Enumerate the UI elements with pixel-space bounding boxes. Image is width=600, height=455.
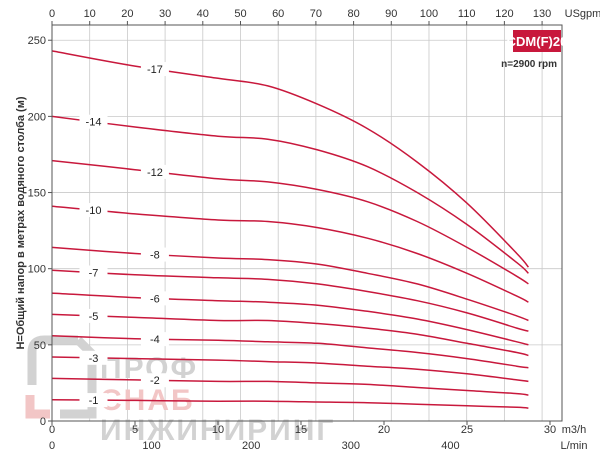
curve-stage-17	[51, 50, 529, 268]
top-tick-label-11: 110	[458, 8, 476, 20]
curve-label-6: -6	[150, 293, 160, 305]
watermark-logo-icon	[25, 335, 97, 419]
curve-stage-10	[51, 205, 529, 303]
lmin-tick-label-2: 200	[242, 440, 260, 452]
top-tick-label-6: 60	[272, 8, 284, 20]
lmin-tick-label-1: 100	[142, 440, 160, 452]
m3h-tick-label-5: 25	[461, 424, 473, 436]
curve-label-2: -12	[147, 167, 163, 179]
top-tick-label-8: 80	[347, 8, 359, 20]
curve-label-bg-1	[79, 114, 108, 129]
grid-lines	[52, 25, 562, 422]
curve-label-bg-6	[140, 291, 169, 306]
curve-label-8: -4	[150, 334, 160, 346]
lmin-tick-label-0: 0	[49, 440, 55, 452]
top-tick-label-5: 50	[234, 8, 246, 20]
m3h-tick-label-2: 10	[212, 424, 224, 436]
curve-stage-14	[51, 115, 529, 274]
curve-stage-3	[51, 356, 529, 383]
speed-label: n=2900 rpm	[501, 59, 557, 70]
curve-label-4: -8	[150, 250, 160, 262]
curve-label-bg-3	[79, 203, 108, 218]
curve-label-bg-10	[140, 373, 169, 388]
y-tick-label-3: 150	[28, 188, 46, 200]
model-badge: CDM(F)20	[507, 30, 568, 52]
curve-stage-5	[51, 313, 529, 357]
m3h-tick-label-1: 5	[132, 424, 138, 436]
curve-label-9: -3	[89, 353, 99, 365]
curve-stage-7	[51, 269, 529, 332]
curve-label-0: -17	[147, 64, 163, 76]
curve-label-bg-5	[79, 265, 108, 280]
y-axis-label: H=Общий напор в метрах водяного столба (…	[15, 96, 27, 349]
curve-stage-1	[51, 398, 529, 409]
top-tick-label-2: 20	[121, 8, 133, 20]
curve-label-10: -2	[150, 375, 160, 387]
m3h-tick-label-3: 15	[295, 424, 307, 436]
watermark: ПРОФ СНАБ ИНЖИНИРИНГ	[25, 335, 335, 447]
curve-label-3: -10	[86, 205, 102, 217]
top-tick-label-1: 10	[84, 8, 96, 20]
curve-label-bg-4	[140, 247, 169, 262]
top-tick-label-13: 130	[533, 8, 551, 20]
y-tick-label-0: 0	[40, 416, 46, 428]
plot-frame	[51, 24, 563, 422]
curves-layer: -17 -14 -12 -10 -8 -7 -6 -5 -4 -3 -2 -1	[51, 50, 529, 409]
y-tick-label-4: 200	[28, 111, 46, 123]
top-tick-label-3: 30	[159, 8, 171, 20]
top-tick-label-12: 120	[495, 8, 513, 20]
m3h-tick-label-0: 0	[49, 424, 55, 436]
top-unit-label: USgpm	[565, 8, 600, 20]
m3h-unit-label: m3/h	[562, 424, 586, 436]
curve-label-bg-2	[140, 164, 169, 179]
top-tick-label-4: 40	[197, 8, 209, 20]
y-tick-label-1: 50	[34, 340, 46, 352]
top-tick-label-7: 70	[310, 8, 322, 20]
lmin-tick-label-3: 300	[342, 440, 360, 452]
model-label: CDM(F)20	[507, 34, 568, 49]
top-tick-label-0: 0	[49, 8, 55, 20]
curve-label-bg-0	[140, 62, 169, 77]
m3h-tick-label-4: 20	[378, 424, 390, 436]
watermark-line3: ИНЖИНИРИНГ	[100, 414, 335, 447]
curve-label-1: -14	[86, 117, 102, 129]
curve-label-7: -5	[89, 311, 99, 323]
top-tick-label-9: 90	[385, 8, 397, 20]
curve-label-bg-8	[140, 332, 169, 347]
top-tick-label-10: 100	[420, 8, 438, 20]
lmin-tick-label-4: 400	[441, 440, 459, 452]
curve-stage-6	[51, 292, 529, 346]
m3h-tick-label-6: 30	[544, 424, 556, 436]
curve-label-bg-11	[79, 393, 108, 408]
lmin-unit-label: L/min	[561, 440, 588, 452]
y-tick-label-2: 100	[28, 264, 46, 276]
y-tick-label-5: 250	[28, 35, 46, 47]
curve-label-bg-7	[79, 308, 108, 323]
curve-stage-12	[51, 159, 529, 285]
curve-label-5: -7	[89, 268, 99, 280]
curve-label-11: -1	[89, 395, 99, 407]
curve-label-bg-9	[79, 350, 108, 365]
